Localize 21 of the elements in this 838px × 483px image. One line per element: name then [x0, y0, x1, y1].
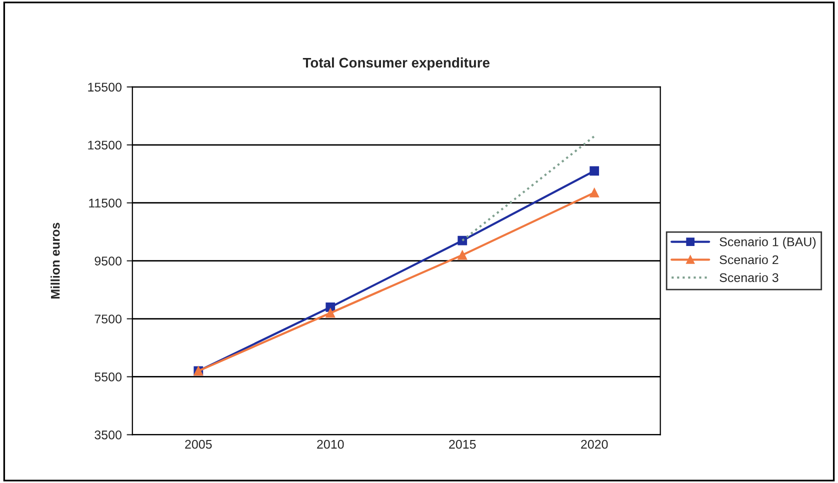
legend-label: Scenario 2: [720, 254, 778, 264]
x-tick-label: 2010: [317, 440, 344, 449]
point: [590, 188, 600, 198]
x-tick-label: 2005: [185, 440, 212, 449]
y-tick-label: 7500: [94, 314, 122, 324]
y-tick-label: 15500: [88, 82, 122, 92]
legend-label: Scenario 1 (BAU): [720, 237, 816, 249]
chart-title: Total Consumer expenditure: [302, 57, 490, 70]
point: [458, 250, 468, 260]
y-tick-label: 13500: [88, 140, 122, 150]
point: [326, 308, 336, 318]
legend-label: Scenario 3: [720, 272, 778, 282]
y-tick-label: 9500: [94, 256, 122, 266]
y-axis-title: Million euros: [50, 222, 60, 299]
point: [590, 166, 600, 176]
x-tick-label: 2020: [581, 440, 608, 449]
point: [458, 236, 468, 246]
y-tick-label: 11500: [89, 198, 122, 208]
x-tick-label: 2015: [449, 440, 476, 449]
y-tick-label: 3500: [94, 430, 122, 440]
y-tick-label: 5500: [94, 372, 122, 382]
